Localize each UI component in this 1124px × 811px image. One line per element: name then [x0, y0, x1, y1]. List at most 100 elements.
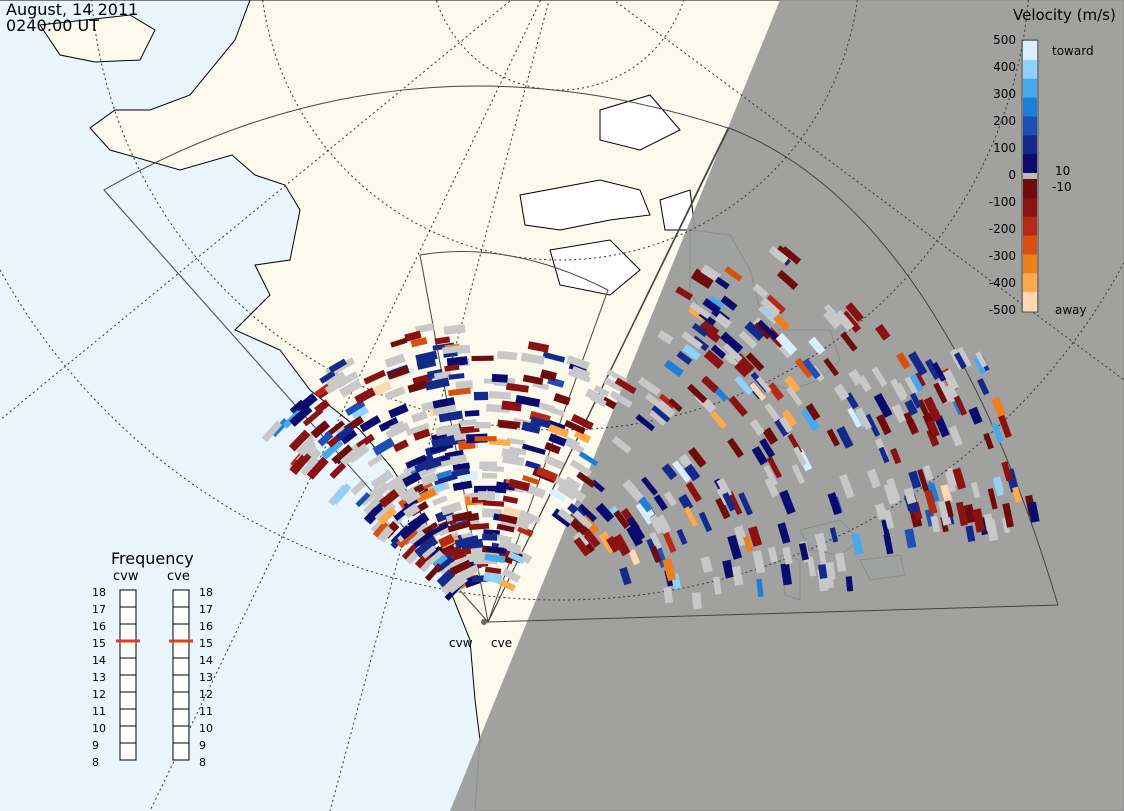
- scatter-cell: [392, 439, 409, 453]
- scatter-cell: [432, 553, 448, 568]
- scatter-cell: [502, 454, 525, 467]
- scatter-cell: [909, 373, 924, 392]
- scatter-cell: [464, 410, 480, 417]
- scatter-cell: [497, 350, 518, 361]
- scatter-cell: [569, 459, 593, 477]
- scatter-cell: [834, 309, 855, 332]
- scatter-cell: [496, 523, 515, 533]
- scatter-cell: [655, 514, 672, 535]
- scatter-cell: [972, 508, 986, 533]
- scatter-cell: [405, 454, 428, 469]
- scatter-cell: [609, 390, 633, 409]
- scatter-cell: [940, 484, 952, 502]
- scatter-cell: [651, 405, 671, 423]
- scatter-cell: [413, 428, 431, 441]
- scatter-cell: [649, 409, 668, 426]
- scatter-cell: [661, 463, 678, 481]
- scatter-cell: [414, 460, 432, 473]
- colorbar-cell: [1023, 135, 1037, 155]
- scatter-cell: [768, 245, 789, 265]
- scatter-cell: [700, 556, 713, 574]
- scatter-cell: [435, 423, 461, 437]
- scatter-cell: [321, 438, 344, 460]
- scatter-cell: [714, 312, 732, 329]
- scatter-cell: [878, 446, 890, 464]
- scatter-cell: [479, 461, 497, 470]
- scatter-cell: [331, 444, 353, 465]
- scatter-cell: [662, 530, 677, 553]
- scatter-cell: [516, 525, 534, 538]
- scatter-cell: [303, 447, 322, 466]
- scatter-cell: [505, 382, 529, 393]
- scatter-cell: [354, 387, 376, 405]
- scatter-cell: [973, 356, 987, 375]
- scatter-cell: [934, 415, 950, 438]
- scatter-cell: [656, 400, 676, 419]
- scatter-cell: [953, 395, 968, 416]
- colorbar-tick: -500: [988, 303, 1016, 317]
- scatter-cell: [543, 455, 565, 470]
- alaska-peninsula: [39, 14, 156, 63]
- scatter-cell: [619, 566, 632, 586]
- scatter-cell: [744, 321, 765, 341]
- scatter-cell: [715, 497, 731, 520]
- scatter-cell: [747, 525, 763, 547]
- scatter-cell: [535, 466, 558, 482]
- scatter-cell: [440, 457, 459, 467]
- scatter-cell: [648, 514, 665, 535]
- scatter-cell: [468, 522, 490, 531]
- scatter-cell: [975, 351, 988, 368]
- scatter-cell: [800, 406, 821, 432]
- scatter-cell: [933, 382, 948, 404]
- scatter-cell: [378, 417, 399, 432]
- scatter-cell: [444, 364, 460, 372]
- scatter-cell: [420, 471, 439, 487]
- scatter-cell: [782, 547, 793, 565]
- scatter-cell: [991, 422, 1004, 443]
- scatter-cell: [431, 495, 448, 506]
- scatter-cell: [434, 336, 451, 345]
- scatter-cell: [783, 375, 801, 394]
- scatter-cell: [855, 407, 872, 431]
- scatter-cell: [756, 578, 764, 597]
- scatter-cell: [412, 522, 431, 538]
- scatter-cell: [432, 402, 457, 416]
- scatter-cell: [314, 399, 331, 414]
- scatter-cell: [421, 545, 437, 559]
- scatter-cell: [798, 542, 809, 561]
- scatter-cell: [606, 369, 628, 384]
- scatter-cell: [521, 443, 546, 455]
- scatter-cell: [378, 506, 397, 525]
- scatter-cell: [484, 553, 506, 563]
- scatter-cell: [953, 352, 967, 370]
- scatter-cell: [867, 468, 881, 489]
- scatter-cell: [650, 545, 662, 563]
- scatter-cell: [727, 437, 744, 458]
- scatter-cell: [697, 322, 721, 343]
- scatter-cell: [416, 358, 437, 370]
- scatter-cell: [570, 365, 591, 380]
- scatter-cell: [763, 464, 778, 487]
- scatter-cell: [570, 413, 594, 430]
- scatter-cell: [474, 436, 497, 442]
- scatter-cell: [691, 322, 709, 338]
- scatter-cell: [413, 530, 434, 548]
- scatter-cell: [706, 295, 725, 312]
- scatter-cell: [424, 563, 443, 582]
- scatter-cell: [840, 310, 862, 333]
- scatter-cell: [310, 420, 331, 439]
- scatter-cell: [777, 522, 791, 544]
- scatter-cell: [703, 349, 725, 370]
- scatter-cell: [764, 402, 781, 422]
- scatter-cell: [585, 388, 606, 404]
- scatter-cell: [676, 528, 688, 546]
- scatter-cell: [573, 429, 592, 444]
- scatter-cell: [477, 491, 496, 501]
- scatter-cell: [657, 330, 674, 345]
- scatter-cell: [698, 511, 713, 533]
- scatter-cell: [845, 302, 864, 323]
- colorbar-cell: [1023, 154, 1037, 174]
- frequency-radar-label-cvw: cvw: [113, 569, 139, 584]
- scatter-cell: [414, 535, 439, 558]
- scatter-cell: [415, 350, 438, 364]
